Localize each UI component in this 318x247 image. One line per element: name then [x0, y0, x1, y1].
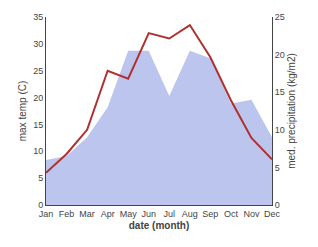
svg-text:Sep: Sep — [202, 209, 218, 219]
svg-text:Jul: Jul — [164, 209, 176, 219]
svg-text:30: 30 — [33, 39, 43, 49]
svg-text:25: 25 — [275, 12, 285, 22]
svg-text:25: 25 — [33, 66, 43, 76]
svg-text:0: 0 — [38, 200, 43, 210]
svg-text:Feb: Feb — [59, 209, 75, 219]
svg-text:20: 20 — [275, 50, 285, 60]
svg-text:5: 5 — [275, 163, 280, 173]
svg-text:0: 0 — [275, 200, 280, 210]
svg-text:Jun: Jun — [141, 209, 156, 219]
svg-text:Nov: Nov — [243, 209, 260, 219]
svg-text:20: 20 — [33, 93, 43, 103]
svg-text:Mar: Mar — [79, 209, 95, 219]
svg-text:date (month): date (month) — [129, 220, 190, 231]
svg-text:Jan: Jan — [39, 209, 54, 219]
svg-text:Apr: Apr — [101, 209, 115, 219]
svg-text:med. precipitation (kg/m2): med. precipitation (kg/m2) — [286, 53, 297, 169]
svg-text:10: 10 — [275, 125, 285, 135]
svg-text:Oct: Oct — [224, 209, 239, 219]
svg-text:15: 15 — [33, 120, 43, 130]
svg-text:Aug: Aug — [182, 209, 198, 219]
svg-text:Dec: Dec — [264, 209, 281, 219]
svg-text:max temp (C): max temp (C) — [17, 81, 28, 142]
svg-text:May: May — [120, 209, 138, 219]
svg-text:15: 15 — [275, 87, 285, 97]
svg-text:35: 35 — [33, 12, 43, 22]
svg-text:10: 10 — [33, 146, 43, 156]
svg-text:5: 5 — [38, 173, 43, 183]
